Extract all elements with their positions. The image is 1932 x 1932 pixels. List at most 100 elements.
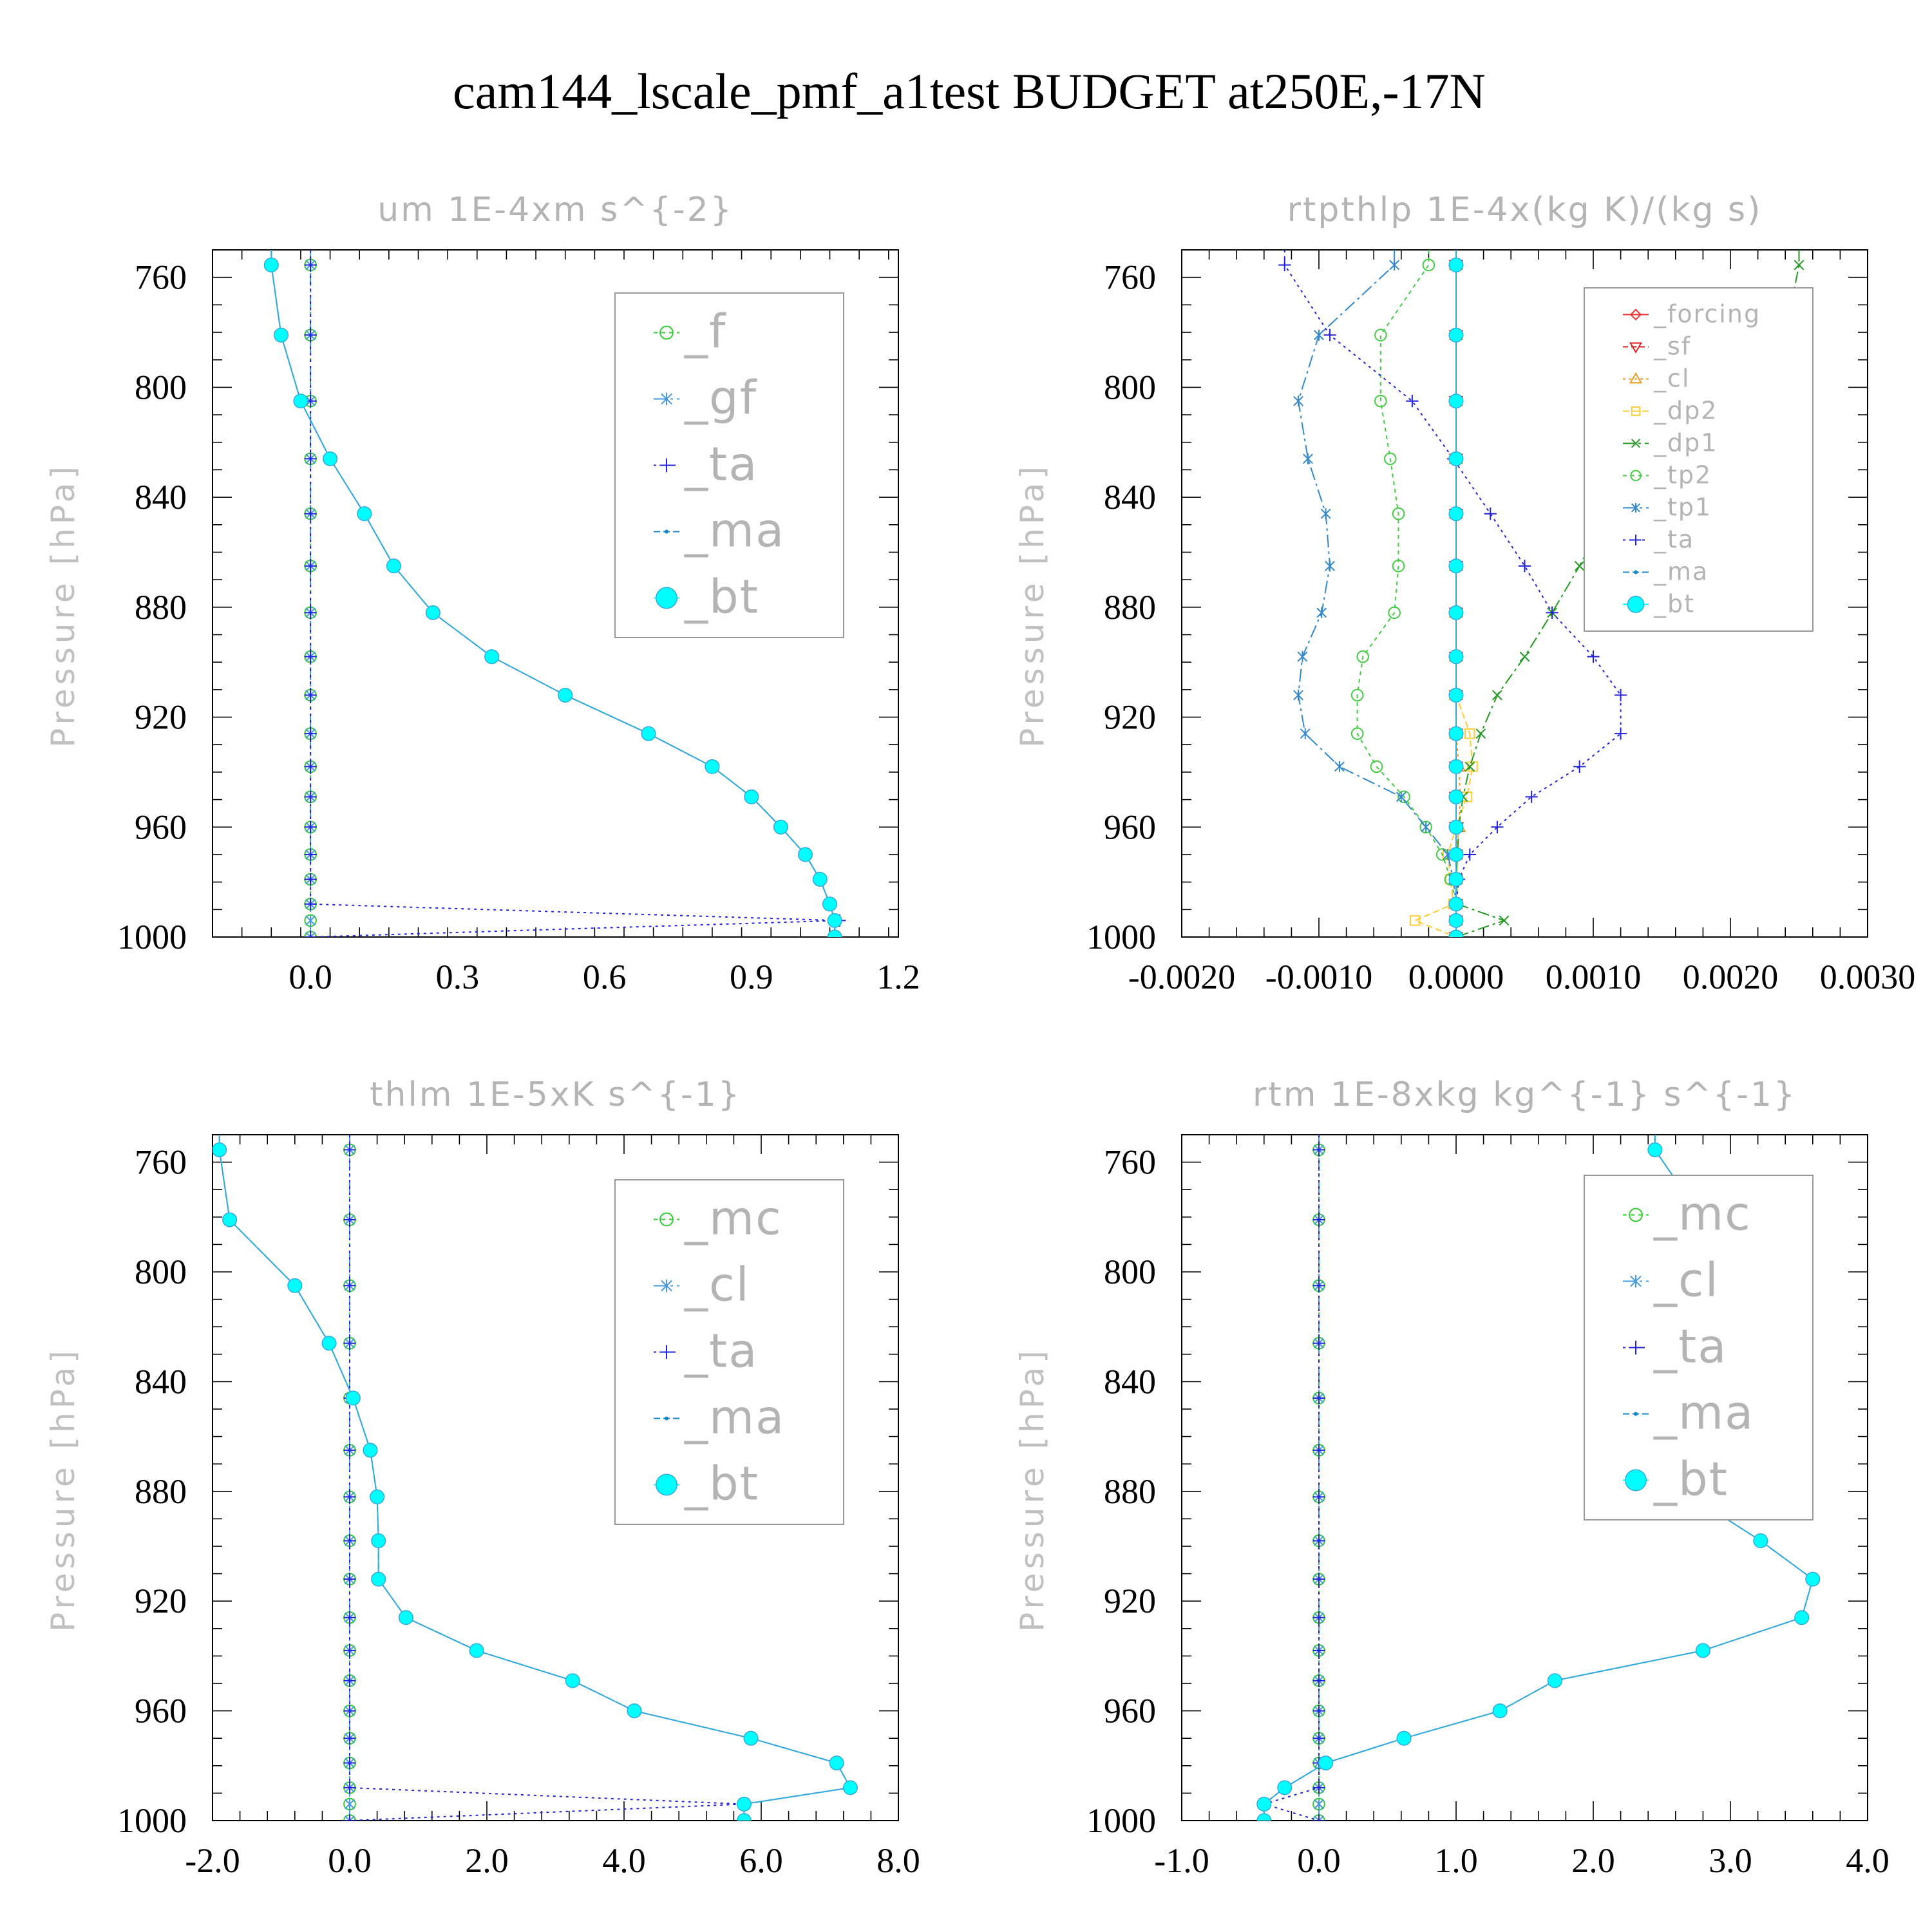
bt-marker bbox=[1277, 1780, 1293, 1795]
x-tick-label: 0.0000 bbox=[1408, 958, 1504, 996]
plus-marker bbox=[304, 507, 317, 520]
series-dp2 bbox=[1409, 250, 1478, 937]
y-axis-label: Pressure [hPa] bbox=[1014, 1347, 1051, 1632]
figure-title: cam144_lscale_pmf_a1test BUDGET at250E,-… bbox=[453, 63, 1486, 119]
y-tick-label: 880 bbox=[135, 1472, 187, 1511]
y-axis-label: Pressure [hPa] bbox=[44, 462, 82, 748]
star-marker bbox=[1421, 821, 1432, 833]
plus-marker bbox=[1312, 1279, 1325, 1292]
bt-marker bbox=[345, 1390, 361, 1406]
plus-marker bbox=[1312, 1444, 1325, 1457]
legend-box bbox=[614, 292, 844, 638]
legend: _mc _cl _ta _ma _bt bbox=[614, 1179, 844, 1525]
bt-marker bbox=[1256, 1813, 1272, 1821]
plus-marker bbox=[1278, 258, 1291, 272]
legend-label: _forcing bbox=[1653, 300, 1761, 328]
bt-marker bbox=[1695, 1643, 1710, 1658]
plus-marker bbox=[304, 760, 317, 773]
y-tick-label: 920 bbox=[135, 698, 187, 737]
series-line bbox=[1297, 250, 1457, 937]
bt-marker bbox=[1396, 1730, 1412, 1746]
plus-marker bbox=[1484, 507, 1497, 520]
plus-marker bbox=[343, 1490, 356, 1503]
star-marker bbox=[345, 1798, 355, 1810]
y-tick-label: 840 bbox=[135, 1362, 187, 1401]
legend-label: _mc bbox=[1653, 1187, 1752, 1241]
plus-marker bbox=[304, 931, 317, 937]
x-tick-label: 0.0030 bbox=[1820, 958, 1916, 996]
star-marker bbox=[1293, 689, 1303, 701]
legend-box bbox=[1584, 287, 1814, 632]
bt-marker bbox=[1448, 506, 1464, 522]
bt-marker bbox=[736, 1796, 752, 1812]
series-tp2 bbox=[1350, 250, 1463, 937]
square-marker bbox=[1467, 761, 1478, 772]
plus-marker bbox=[304, 606, 317, 619]
plus-marker bbox=[304, 560, 317, 573]
legend: _mc _cl _ta _ma _bt bbox=[1584, 1175, 1814, 1520]
bt-marker bbox=[213, 1142, 227, 1157]
plus-marker bbox=[343, 1674, 356, 1687]
legend-label: _gf bbox=[684, 371, 757, 425]
y-tick-label: 1000 bbox=[117, 1801, 187, 1840]
legend-item-tp1: _tp1 bbox=[1623, 493, 1710, 522]
plus-marker bbox=[304, 328, 317, 341]
y-tick-label: 1000 bbox=[1086, 918, 1156, 956]
bt-marker bbox=[484, 649, 500, 665]
cross-marker bbox=[1519, 651, 1530, 662]
plus-marker bbox=[1546, 606, 1558, 619]
plus-marker bbox=[1312, 1644, 1325, 1657]
bt-marker bbox=[558, 687, 573, 703]
plus-marker bbox=[1406, 395, 1419, 408]
series-ta bbox=[304, 250, 846, 937]
y-tick-label: 960 bbox=[135, 808, 187, 846]
legend-item-cl: _cl bbox=[1623, 1253, 1718, 1307]
plus-marker bbox=[343, 1534, 356, 1548]
bt-marker bbox=[1753, 1533, 1768, 1549]
series-area bbox=[213, 1135, 858, 1821]
legend-item-mc: _mc bbox=[654, 1191, 781, 1245]
bt-marker bbox=[1256, 1796, 1272, 1812]
x-tick-label: 3.0 bbox=[1709, 1841, 1752, 1880]
series-line bbox=[1262, 1135, 1320, 1821]
legend-item-ta: _ta bbox=[654, 437, 757, 491]
x-tick-label: 2.0 bbox=[465, 1841, 509, 1880]
plus-marker bbox=[343, 1732, 356, 1745]
plus-marker bbox=[1573, 760, 1586, 773]
legend-item-cl: _cl bbox=[654, 1258, 750, 1312]
cross-marker bbox=[1574, 560, 1585, 571]
y-tick-label: 760 bbox=[135, 258, 187, 297]
cross-marker bbox=[1464, 761, 1475, 772]
circle-marker bbox=[1419, 820, 1432, 834]
bt-marker bbox=[627, 1703, 642, 1719]
x-tick-label: 4.0 bbox=[602, 1841, 646, 1880]
plus-marker bbox=[1312, 1392, 1325, 1405]
plus-marker bbox=[1615, 727, 1627, 740]
bt-marker bbox=[1492, 1703, 1508, 1719]
plus-marker bbox=[343, 1756, 356, 1770]
legend-item-tp2: _tp2 bbox=[1623, 461, 1710, 489]
bt-marker bbox=[842, 1780, 858, 1795]
star-marker bbox=[1314, 329, 1324, 341]
bt-marker bbox=[744, 789, 759, 804]
legend-label: _bt bbox=[684, 1457, 759, 1511]
y-tick-label: 840 bbox=[1104, 478, 1156, 516]
legend-label: _cl bbox=[684, 1258, 750, 1312]
plus-marker bbox=[1312, 1573, 1325, 1586]
plot-frame bbox=[212, 249, 899, 938]
dot-marker bbox=[665, 1416, 668, 1421]
star-marker bbox=[661, 1279, 672, 1293]
plus-marker bbox=[343, 1279, 356, 1292]
legend: _f _gf _ta _ma _bt bbox=[614, 292, 844, 638]
legend-item-bt: _bt bbox=[654, 570, 758, 624]
legend-item-ta: _ta bbox=[654, 1324, 757, 1378]
star-marker bbox=[1630, 1274, 1642, 1288]
bt-marker bbox=[386, 558, 402, 574]
y-tick-label: 880 bbox=[135, 588, 187, 627]
bt-marker bbox=[1448, 929, 1464, 937]
plus-marker bbox=[1312, 1814, 1325, 1821]
circle-marker bbox=[1383, 452, 1397, 466]
legend-item-mc: _mc bbox=[1623, 1187, 1752, 1241]
legend-item-forcing: _forcing bbox=[1623, 300, 1761, 328]
y-tick-label: 840 bbox=[1104, 1362, 1156, 1401]
